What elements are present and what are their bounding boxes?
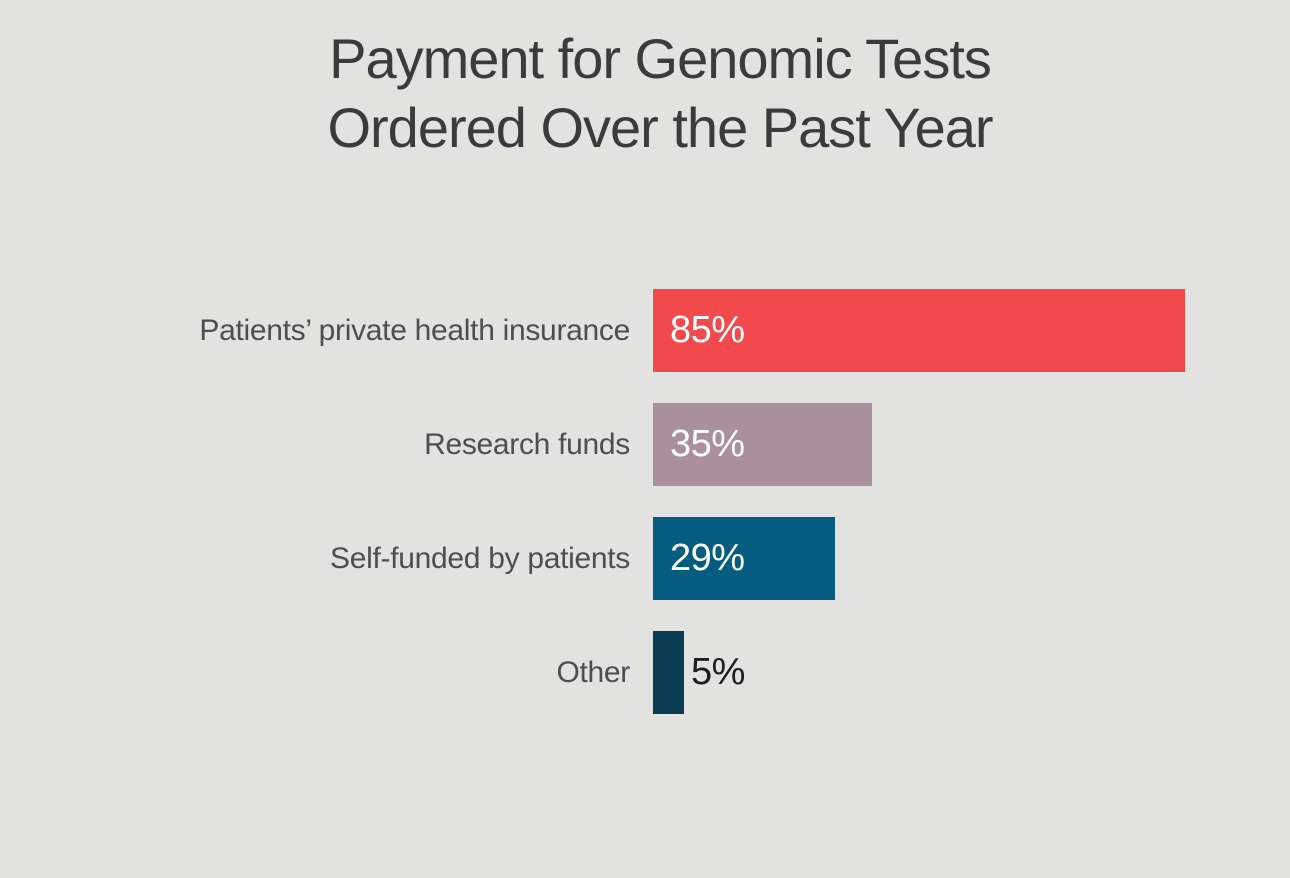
bar (653, 631, 684, 714)
chart-title-line1: Payment for Genomic Tests (329, 27, 992, 90)
category-label: Other (556, 655, 630, 689)
bar-row: Self-funded by patients 29% (0, 517, 1290, 600)
category-label: Patients’ private health insurance (199, 313, 630, 347)
bar-row: Other 5% (0, 631, 1290, 714)
bar-area: 5% (653, 631, 745, 714)
category-label: Self-funded by patients (330, 541, 630, 575)
value-label: 85% (670, 309, 745, 351)
bar-row: Research funds 35% (0, 403, 1290, 486)
value-label: 5% (691, 651, 745, 693)
bar-chart: Patients’ private health insurance 85% R… (0, 289, 1290, 714)
category-label: Research funds (424, 427, 630, 461)
bar: 35% (653, 403, 872, 486)
bar-area: 85% (653, 289, 1185, 372)
value-label: 29% (670, 537, 745, 579)
chart-title: Payment for Genomic Tests Ordered Over t… (0, 0, 1290, 162)
bar-area: 29% (653, 517, 835, 600)
bar-area: 35% (653, 403, 872, 486)
bar: 85% (653, 289, 1185, 372)
value-label: 35% (670, 423, 745, 465)
chart-title-line2: Ordered Over the Past Year (327, 96, 993, 159)
bar-row: Patients’ private health insurance 85% (0, 289, 1290, 372)
bar: 29% (653, 517, 835, 600)
